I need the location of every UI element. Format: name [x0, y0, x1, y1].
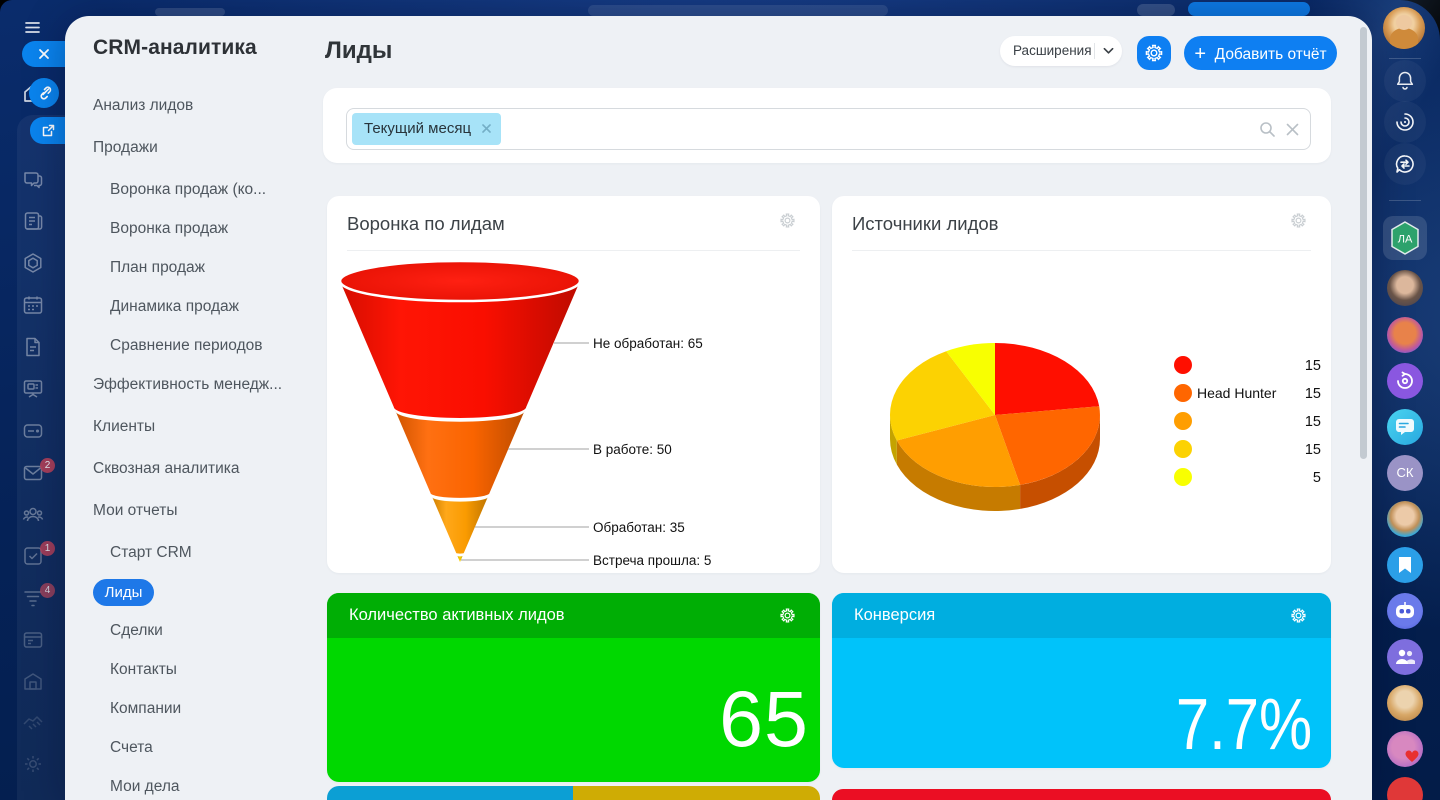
svg-text:5: 5	[1313, 470, 1321, 486]
svg-text:15: 15	[1305, 442, 1321, 458]
svg-text:Встреча прошла: 5: Встреча прошла: 5	[593, 553, 711, 568]
svg-text:В работе: 50: В работе: 50	[593, 442, 672, 457]
svg-text:15: 15	[1305, 386, 1321, 402]
svg-text:15: 15	[1305, 358, 1321, 374]
svg-text:15: 15	[1305, 414, 1321, 430]
svg-text:ЛА: ЛА	[1398, 234, 1413, 246]
svg-text:Не обработан: 65: Не обработан: 65	[593, 336, 703, 351]
svg-text:Обработан: 35: Обработан: 35	[593, 520, 685, 535]
svg-text:Head Hunter: Head Hunter	[1197, 385, 1277, 401]
